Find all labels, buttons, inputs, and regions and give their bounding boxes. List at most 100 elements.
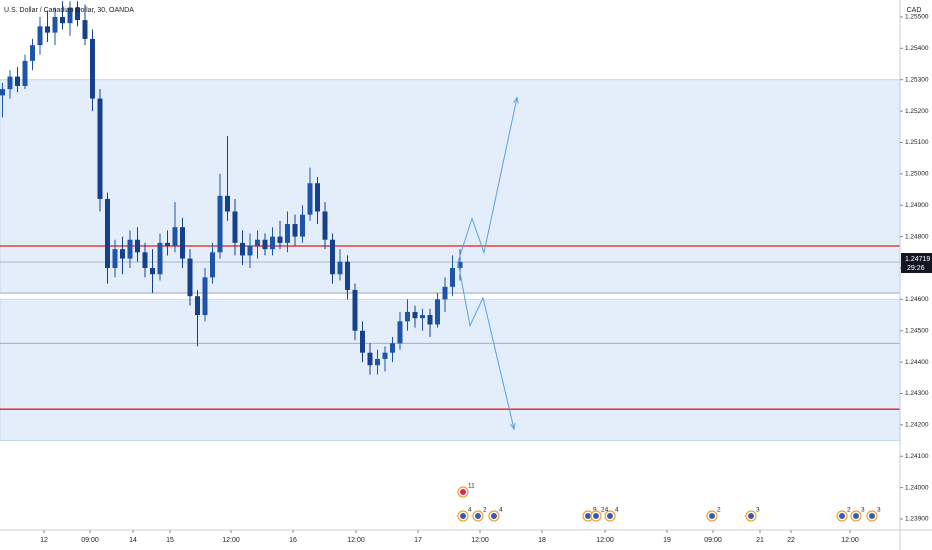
currency: CAD <box>907 7 922 14</box>
candle-body <box>405 311 410 322</box>
candle-body <box>127 239 133 259</box>
y-tick-label: 1.25400 <box>905 45 929 52</box>
candle-body <box>322 211 328 240</box>
candle-body <box>382 352 388 359</box>
x-tick-label: 09:00 <box>81 537 99 544</box>
candle-body <box>375 358 380 366</box>
candle-body <box>292 224 298 237</box>
event-flag <box>748 513 754 519</box>
event-count: 3 <box>861 507 865 514</box>
candle-body <box>7 76 13 90</box>
event-count: 2 <box>483 507 487 514</box>
x-tick-label: 12:00 <box>347 537 365 544</box>
event-count: 2 <box>717 507 721 514</box>
arrow-head <box>510 422 516 431</box>
y-tick-label: 1.23900 <box>905 516 929 523</box>
candle-body <box>330 239 335 275</box>
x-tick-label: 22 <box>787 537 795 544</box>
candle-body <box>450 267 455 287</box>
candle-body <box>165 242 170 247</box>
y-tick-label: 1.24400 <box>905 359 929 366</box>
candle-body <box>240 242 245 256</box>
candle-body <box>412 311 418 319</box>
candle-body <box>345 261 350 290</box>
x-tick-label: 12 <box>40 537 48 544</box>
y-tick-label: 1.24000 <box>905 484 929 491</box>
candle-body <box>60 16 65 24</box>
event-count: 11 <box>468 483 475 490</box>
y-tick-label: 1.24200 <box>905 422 929 429</box>
y-tick-label: 1.24900 <box>905 202 929 209</box>
y-tick-label: 1.25500 <box>905 14 929 21</box>
y-tick-label: 1.24800 <box>905 233 929 240</box>
event-flag <box>460 513 466 519</box>
candle-body <box>195 296 200 316</box>
candle-body <box>82 20 88 39</box>
event-flag <box>475 513 481 519</box>
y-tick-label: 1.24300 <box>905 390 929 397</box>
candle-body <box>255 239 260 247</box>
y-tick-label: 1.24500 <box>905 327 929 334</box>
candle-body <box>15 76 20 86</box>
candle-body <box>277 236 283 243</box>
candle-body <box>22 60 28 86</box>
x-tick-label: 12:00 <box>222 537 240 544</box>
candle-body <box>427 315 433 325</box>
event-flag <box>839 513 845 519</box>
x-tick-label: 09:00 <box>704 537 722 544</box>
event-count: 24 <box>601 507 609 514</box>
chart-title: U.S. Dollar / Canadian Dollar, 30, OANDA <box>4 7 134 14</box>
y-tick-label: 1.25100 <box>905 139 929 146</box>
projection-path <box>457 97 518 263</box>
candle-body <box>97 98 103 199</box>
event-count: 3 <box>877 507 881 514</box>
candle-body <box>262 239 268 250</box>
x-tick-label: 14 <box>129 537 137 544</box>
x-tick-label: 21 <box>756 537 764 544</box>
event-flag <box>460 489 466 495</box>
event-flag <box>709 513 715 519</box>
price-tag-label: 1.24719 <box>905 256 930 263</box>
event-flag <box>869 513 875 519</box>
candle-body <box>187 258 193 297</box>
zone <box>0 298 901 442</box>
x-tick-label: 19 <box>663 537 671 544</box>
event-count: 4 <box>615 507 619 514</box>
event-flag <box>585 513 591 519</box>
candle-body <box>217 195 223 253</box>
candle-body <box>90 38 95 99</box>
zone <box>0 79 901 294</box>
candle-body <box>457 262 463 268</box>
x-tick-label: 12:00 <box>596 537 614 544</box>
candle-body <box>232 211 238 243</box>
candle-body <box>397 321 403 344</box>
x-tick-label: 16 <box>289 537 297 544</box>
candle-body <box>202 277 208 316</box>
projection-path <box>457 261 515 430</box>
event-flag <box>491 513 497 519</box>
event-flag <box>853 513 859 519</box>
candle-body <box>247 246 253 256</box>
candle-body <box>30 45 35 61</box>
candle-body <box>142 252 148 268</box>
candle-body <box>172 227 178 247</box>
event-flag <box>593 513 599 519</box>
candle-body <box>52 16 58 33</box>
candle-body <box>112 249 118 268</box>
event-count: 4 <box>468 507 472 514</box>
x-tick-label: 12:00 <box>841 537 859 544</box>
price-tag <box>901 253 932 274</box>
x-tick-label: 15 <box>166 537 174 544</box>
y-tick-label: 1.25000 <box>905 171 929 178</box>
event-count: 3 <box>756 507 760 514</box>
y-tick-label: 1.25300 <box>905 76 929 83</box>
candle-body <box>150 267 155 275</box>
event-count: 9 <box>593 507 597 514</box>
event-flag <box>607 513 613 519</box>
x-tick-label: 17 <box>414 537 422 544</box>
candle-body <box>210 252 215 278</box>
candle-body <box>337 261 343 275</box>
candle-body <box>352 289 358 331</box>
